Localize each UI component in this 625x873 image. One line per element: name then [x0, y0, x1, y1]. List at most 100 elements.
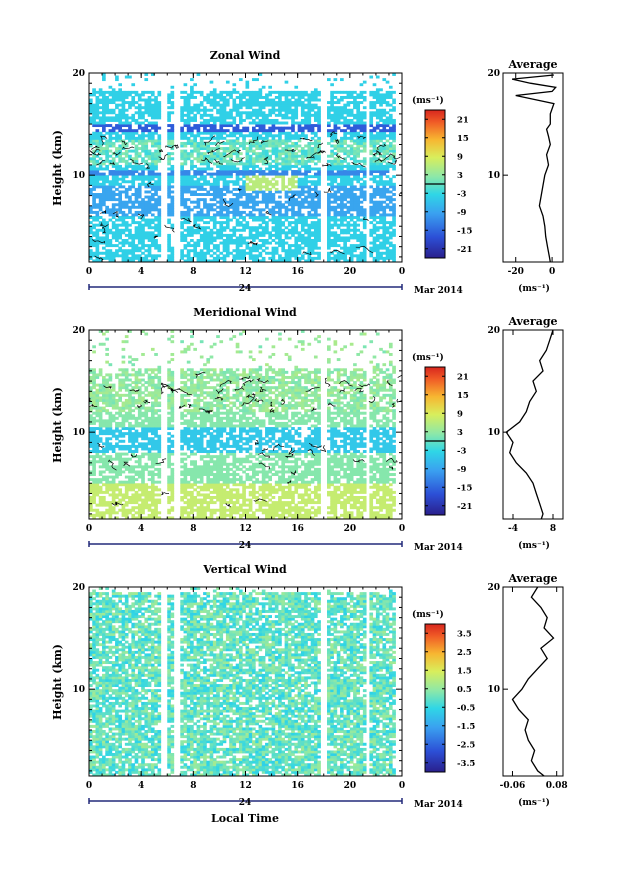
heatmap-cell	[111, 414, 116, 418]
heatmap-cell	[278, 141, 282, 145]
heatmap-cell	[258, 251, 263, 255]
heatmap-cell	[196, 218, 201, 222]
heatmap-cell	[98, 111, 103, 115]
heatmap-cell	[128, 427, 132, 430]
heatmap-cell	[255, 180, 259, 184]
heatmap-cell	[180, 116, 184, 120]
heatmap-cell	[346, 182, 351, 186]
heatmap-cell	[372, 195, 377, 199]
heatmap-cell	[212, 231, 217, 235]
heatmap-cell	[183, 177, 188, 181]
heatmap-cell	[353, 147, 357, 151]
heatmap-cell	[294, 157, 299, 161]
heatmap-cell	[209, 203, 214, 207]
heatmap-cell	[141, 200, 145, 204]
heatmap-cell	[333, 200, 338, 204]
heatmap-cell	[304, 154, 308, 158]
heatmap-cell	[313, 93, 318, 97]
heatmap-cell	[375, 182, 380, 186]
heatmap-cell	[98, 93, 103, 97]
heatmap-cell	[118, 409, 122, 413]
heatmap-cell	[255, 216, 259, 219]
heatmap-cell	[154, 187, 158, 191]
heatmap-cell	[242, 136, 246, 140]
heatmap-cell	[167, 134, 171, 138]
heatmap-cell	[278, 108, 282, 112]
heatmap-cell	[134, 226, 139, 230]
heatmap-cell	[131, 216, 136, 219]
heatmap-cell	[147, 124, 152, 128]
heatmap-cell	[105, 103, 109, 107]
heatmap-cell	[186, 121, 191, 125]
heatmap-cell	[108, 383, 113, 387]
heatmap-cell	[310, 154, 315, 158]
heatmap-cell	[343, 157, 347, 161]
heatmap-cell	[115, 98, 119, 102]
heatmap-cell	[108, 419, 113, 423]
heatmap-cell	[98, 437, 103, 441]
heatmap-cell	[255, 254, 259, 258]
heatmap-cell	[362, 124, 367, 128]
heatmap-cell	[219, 106, 224, 110]
heatmap-cell	[222, 246, 227, 250]
heatmap-cell	[102, 490, 106, 494]
contour-line	[323, 187, 332, 193]
heatmap-cell	[150, 141, 155, 145]
heatmap-cell	[307, 216, 312, 219]
heatmap-cell	[170, 185, 175, 189]
heatmap-cell	[258, 190, 263, 194]
heatmap-cell	[170, 226, 175, 230]
heatmap-cell	[343, 246, 347, 250]
heatmap-cell	[375, 136, 380, 140]
heatmap-cell	[108, 378, 113, 382]
heatmap-cell	[284, 210, 289, 214]
heatmap-cell	[216, 246, 220, 250]
heatmap-cell	[317, 231, 321, 235]
heatmap-cell	[281, 121, 286, 125]
heatmap-cell	[121, 147, 126, 151]
heatmap-cell	[124, 444, 129, 448]
heatmap-cell	[379, 154, 383, 158]
heatmap-cell	[167, 208, 171, 212]
heatmap-cell	[111, 111, 116, 115]
heatmap-cell	[141, 244, 145, 248]
heatmap-cell	[92, 244, 96, 248]
heatmap-cell	[265, 136, 269, 140]
heatmap-cell	[128, 180, 132, 184]
heatmap-cell	[128, 185, 132, 189]
heatmap-cell	[121, 462, 126, 466]
heatmap-cell	[108, 101, 113, 105]
heatmap-cell	[190, 182, 194, 186]
heatmap-cell	[268, 195, 272, 199]
heatmap-cell	[340, 218, 344, 222]
heatmap-cell	[219, 98, 224, 102]
heatmap-cell	[330, 113, 334, 117]
heatmap-cell	[362, 172, 367, 176]
heatmap-cell	[235, 126, 240, 130]
heatmap-cell	[333, 159, 338, 163]
heatmap-cell	[147, 190, 152, 194]
heatmap-cell	[128, 508, 132, 512]
contour-line	[315, 191, 319, 197]
average-line	[511, 74, 557, 263]
heatmap-cell	[284, 90, 289, 94]
heatmap-cell	[89, 231, 93, 235]
heatmap-cell	[333, 185, 338, 189]
heatmap-cell	[284, 190, 289, 194]
heatmap-cell	[287, 98, 292, 102]
heatmap-cell	[89, 416, 93, 420]
heatmap-cell	[327, 167, 331, 171]
heatmap-cell	[229, 149, 233, 153]
heatmap-cell	[372, 187, 377, 191]
heatmap-cell	[92, 162, 96, 166]
heatmap-cell	[242, 134, 246, 138]
heatmap-cell	[209, 154, 214, 158]
heatmap-cell	[343, 139, 347, 143]
heatmap-cell	[89, 118, 93, 122]
heatmap-cell	[388, 157, 393, 161]
heatmap-cell	[89, 513, 93, 517]
heatmap-cell	[147, 203, 152, 207]
heatmap-cell	[183, 185, 188, 189]
heatmap-cell	[327, 129, 331, 133]
heatmap-cell	[102, 457, 106, 461]
